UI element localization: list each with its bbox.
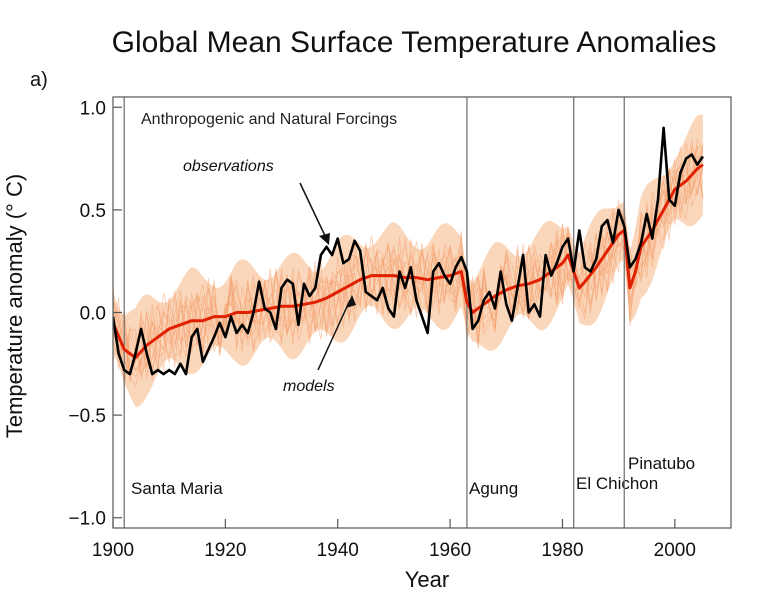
models-annotation: models <box>283 378 335 395</box>
chart-title: Global Mean Surface Temperature Anomalie… <box>112 26 717 59</box>
y-tick-label: 0.5 <box>80 201 106 222</box>
y-tick-label: −1.0 <box>68 509 106 530</box>
y-tick-label: 0.0 <box>80 304 106 325</box>
volcano-label-pinatubo: Pinatubo <box>628 454 695 473</box>
volcano-label-el-chichon: El Chichon <box>576 474 658 493</box>
x-axis-label: Year <box>405 567 449 592</box>
y-tick-label: 1.0 <box>80 98 106 119</box>
ensemble-member-line <box>113 145 704 388</box>
x-axis-ticks: 1900 1920 1940 1960 1980 2000 <box>92 519 696 561</box>
x-tick-label: 2000 <box>654 540 696 561</box>
y-axis-label: Temperature anomaly (° C) <box>2 174 27 438</box>
volcano-label-santa-maria: Santa Maria <box>131 479 223 498</box>
observations-annotation: observations <box>183 158 274 175</box>
observations-line <box>113 126 704 376</box>
panel-label: a) <box>30 69 48 91</box>
models-arrowhead <box>346 295 356 308</box>
observations-arrow <box>299 182 328 241</box>
x-tick-label: 1900 <box>92 540 134 561</box>
annotations: observations models <box>183 158 356 395</box>
x-tick-label: 1980 <box>541 540 583 561</box>
observations-arrowhead <box>319 233 330 245</box>
y-axis-ticks: −1.0 −0.5 0.0 0.5 1.0 <box>68 98 122 530</box>
models-mean-line <box>113 163 704 360</box>
x-tick-label: 1940 <box>317 540 359 561</box>
x-tick-label: 1960 <box>429 540 471 561</box>
models-arrow <box>317 299 351 371</box>
series-lines <box>113 126 704 376</box>
volcano-label-agung: Agung <box>469 479 518 498</box>
chart-subtitle: Anthropogenic and Natural Forcings <box>141 111 397 128</box>
y-tick-label: −0.5 <box>68 406 106 427</box>
x-tick-label: 1920 <box>204 540 246 561</box>
